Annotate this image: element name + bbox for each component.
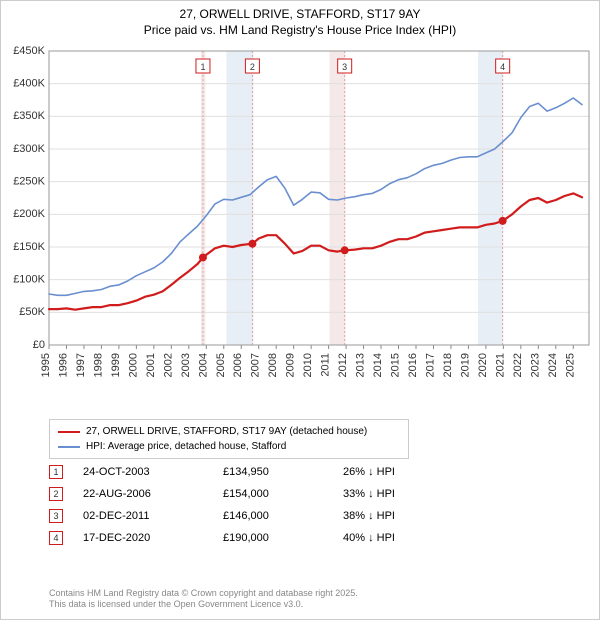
transaction-marker: 4: [49, 531, 63, 545]
chart-container: 27, ORWELL DRIVE, STAFFORD, ST17 9AY Pri…: [0, 0, 600, 620]
svg-text:£200K: £200K: [13, 208, 45, 220]
title-subtitle: Price paid vs. HM Land Registry's House …: [1, 23, 599, 39]
transaction-price: £146,000: [223, 510, 343, 522]
svg-text:£50K: £50K: [19, 306, 45, 318]
svg-text:2002: 2002: [162, 353, 174, 377]
svg-text:3: 3: [342, 62, 347, 72]
title-address: 27, ORWELL DRIVE, STAFFORD, ST17 9AY: [1, 7, 599, 23]
legend: 27, ORWELL DRIVE, STAFFORD, ST17 9AY (de…: [49, 419, 409, 459]
transaction-diff: 40% ↓ HPI: [343, 532, 395, 544]
svg-text:2007: 2007: [250, 353, 262, 377]
svg-text:2012: 2012: [337, 353, 349, 377]
svg-text:2014: 2014: [372, 353, 384, 377]
legend-label: 27, ORWELL DRIVE, STAFFORD, ST17 9AY (de…: [86, 424, 367, 439]
svg-text:2010: 2010: [302, 353, 314, 377]
svg-text:2023: 2023: [529, 353, 541, 377]
svg-text:2006: 2006: [232, 353, 244, 377]
svg-text:2008: 2008: [267, 353, 279, 377]
svg-text:2000: 2000: [127, 353, 139, 377]
svg-text:£450K: £450K: [13, 45, 45, 57]
title-block: 27, ORWELL DRIVE, STAFFORD, ST17 9AY Pri…: [1, 1, 599, 38]
svg-text:2003: 2003: [180, 353, 192, 377]
svg-text:1997: 1997: [75, 353, 87, 377]
transaction-row: 1 24-OCT-2003£134,95026% ↓ HPI: [49, 461, 549, 483]
attribution-line2: This data is licensed under the Open Gov…: [49, 599, 358, 611]
legend-label: HPI: Average price, detached house, Staf…: [86, 439, 286, 454]
transaction-marker: 1: [49, 465, 63, 479]
svg-text:2015: 2015: [390, 353, 402, 377]
svg-text:2022: 2022: [512, 353, 524, 377]
transaction-date: 02-DEC-2011: [83, 510, 223, 522]
transactions-table: 1 24-OCT-2003£134,95026% ↓ HPI 2 22-AUG-200…: [49, 461, 549, 549]
svg-text:2009: 2009: [285, 353, 297, 377]
transaction-marker: 3: [49, 509, 63, 523]
transaction-price: £190,000: [223, 532, 343, 544]
attribution: Contains HM Land Registry data © Crown c…: [49, 588, 358, 611]
svg-text:£150K: £150K: [13, 241, 45, 253]
svg-text:2018: 2018: [442, 353, 454, 377]
svg-text:£400K: £400K: [13, 78, 45, 90]
svg-text:1998: 1998: [92, 353, 104, 377]
svg-text:1999: 1999: [110, 353, 122, 377]
transaction-price: £154,000: [223, 488, 343, 500]
svg-text:2005: 2005: [215, 353, 227, 377]
svg-text:2021: 2021: [494, 353, 506, 377]
svg-text:2001: 2001: [145, 353, 157, 377]
legend-item: 27, ORWELL DRIVE, STAFFORD, ST17 9AY (de…: [58, 424, 400, 439]
transaction-marker: 2: [49, 487, 63, 501]
svg-text:2: 2: [250, 62, 255, 72]
svg-text:2019: 2019: [459, 353, 471, 377]
svg-text:2004: 2004: [197, 353, 209, 377]
transaction-date: 22-AUG-2006: [83, 488, 223, 500]
attribution-line1: Contains HM Land Registry data © Crown c…: [49, 588, 358, 600]
transaction-price: £134,950: [223, 466, 343, 478]
legend-swatch: [58, 431, 80, 433]
svg-text:2013: 2013: [355, 353, 367, 377]
svg-text:2024: 2024: [547, 353, 559, 377]
transaction-date: 24-OCT-2003: [83, 466, 223, 478]
legend-item: HPI: Average price, detached house, Staf…: [58, 439, 400, 454]
transaction-date: 17-DEC-2020: [83, 532, 223, 544]
svg-text:1995: 1995: [40, 353, 52, 377]
svg-text:4: 4: [500, 62, 505, 72]
svg-text:2025: 2025: [564, 353, 576, 377]
svg-text:1: 1: [200, 62, 205, 72]
svg-text:2016: 2016: [407, 353, 419, 377]
transaction-row: 4 17-DEC-2020£190,00040% ↓ HPI: [49, 527, 549, 549]
transaction-diff: 26% ↓ HPI: [343, 466, 395, 478]
legend-swatch: [58, 446, 80, 448]
svg-text:2011: 2011: [320, 353, 332, 377]
svg-text:1996: 1996: [57, 353, 69, 377]
svg-text:£300K: £300K: [13, 143, 45, 155]
svg-text:£100K: £100K: [13, 274, 45, 286]
svg-text:£0: £0: [33, 339, 45, 351]
transaction-row: 3 02-DEC-2011£146,00038% ↓ HPI: [49, 505, 549, 527]
chart: £0 £50K £100K £150K £200K £250K £300K £350K £400…: [1, 43, 600, 413]
svg-text:£250K: £250K: [13, 176, 45, 188]
svg-text:2017: 2017: [424, 353, 436, 377]
transaction-row: 2 22-AUG-2006£154,00033% ↓ HPI: [49, 483, 549, 505]
svg-text:2020: 2020: [477, 353, 489, 377]
transaction-diff: 38% ↓ HPI: [343, 510, 395, 522]
svg-text:£350K: £350K: [13, 110, 45, 122]
transaction-diff: 33% ↓ HPI: [343, 488, 395, 500]
